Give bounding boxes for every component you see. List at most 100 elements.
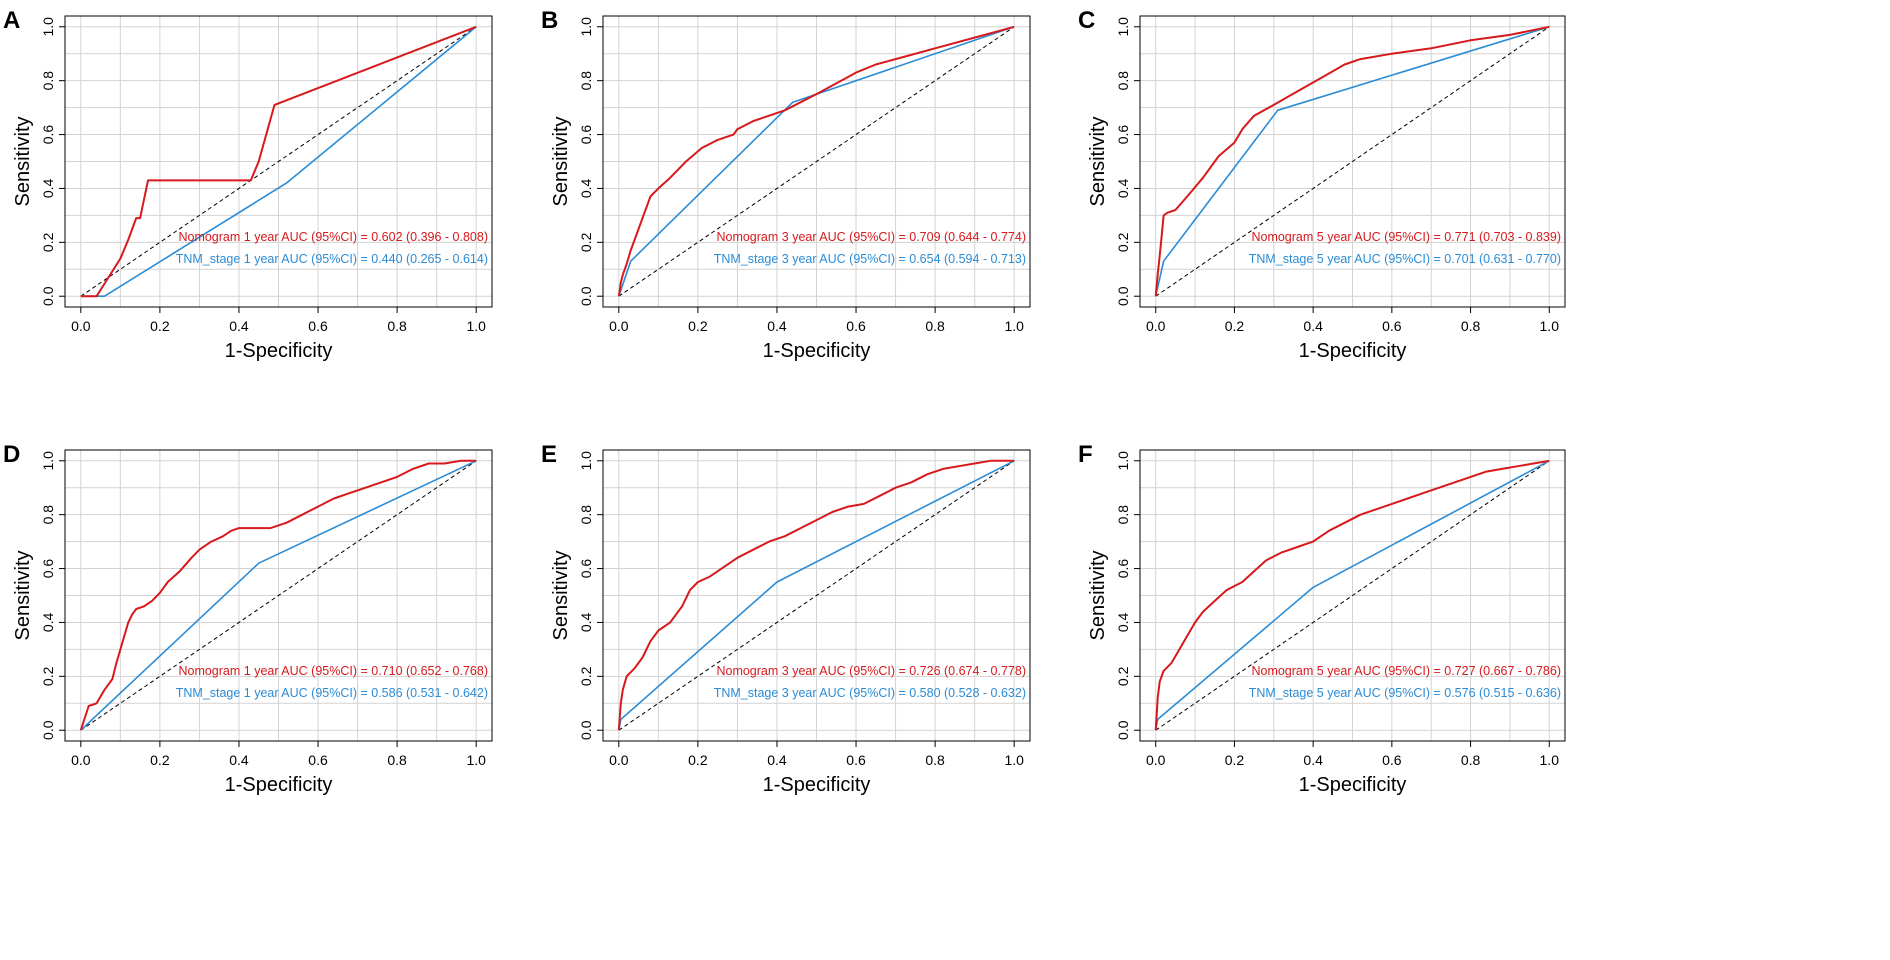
x-tick-label: 1.0: [466, 752, 486, 768]
y-tick-label: 1.0: [578, 451, 594, 471]
x-tick-label: 1.0: [1540, 752, 1560, 768]
x-tick-label: 1.0: [466, 318, 486, 334]
y-tick-label: 1.0: [1115, 451, 1131, 471]
x-tick-label: 0.2: [688, 752, 708, 768]
x-axis-label: 1-Specificity: [1299, 774, 1407, 796]
y-tick-label: 0.0: [1115, 720, 1131, 740]
x-tick-label: 0.2: [688, 318, 708, 334]
x-tick-label: 0.8: [925, 752, 945, 768]
x-tick-label: 0.0: [609, 752, 629, 768]
panel-a: 0.0 0.2 0.4 0.6 0.8 1.0 0.0 0.2 0.4 0.6 0.8 1.0 1-Sp…: [3, 7, 493, 362]
x-tick-label: 0.6: [846, 752, 866, 768]
y-axis-label: Sensitivity: [12, 116, 34, 206]
x-tick-label: 0.0: [1146, 752, 1166, 768]
y-tick-label: 1.0: [40, 17, 56, 37]
x-tick-label: 0.8: [387, 318, 407, 334]
x-axis-label: 1-Specificity: [763, 340, 871, 362]
y-tick-label: 0.4: [40, 613, 56, 633]
y-axis-label: Sensitivity: [1087, 116, 1109, 206]
nomogram-roc-curve: [80, 25, 477, 298]
y-tick-label: 0.8: [578, 71, 594, 91]
y-tick-label: 0.4: [1115, 613, 1131, 633]
y-tick-label: 0.6: [1115, 125, 1131, 145]
y-tick-label: 0.4: [578, 179, 594, 199]
y-tick-label: 0.6: [40, 559, 56, 579]
reference-diagonal: [618, 460, 1015, 731]
x-tick-label: 0.4: [767, 752, 787, 768]
x-tick-label: 0.6: [846, 318, 866, 334]
legend-entry: TNM_stage 3 year AUC (95%CI) = 0.654 (0.…: [714, 252, 1026, 266]
x-tick-label: 0.0: [71, 752, 91, 768]
panel-label: A: [3, 7, 20, 34]
nomogram-roc-curve: [1154, 459, 1550, 731]
plot-frame: [64, 449, 493, 742]
nomogram-roc-curve: [1154, 25, 1550, 297]
plot-frame: [1139, 15, 1566, 308]
y-tick-label: 0.6: [1115, 559, 1131, 579]
x-tick-label: 0.4: [1303, 318, 1323, 334]
x-tick-label: 0.2: [150, 752, 170, 768]
x-tick-label: 0.2: [1225, 318, 1245, 334]
plot-frame: [64, 15, 493, 308]
x-tick-label: 0.6: [1382, 318, 1402, 334]
y-tick-label: 0.0: [40, 720, 56, 740]
y-tick-label: 0.6: [578, 125, 594, 145]
panel-label: D: [3, 441, 20, 468]
legend-entry: TNM_stage 5 year AUC (95%CI) = 0.576 (0.…: [1249, 686, 1561, 700]
y-tick-label: 0.0: [578, 720, 594, 740]
x-tick-label: 0.2: [150, 318, 170, 334]
grid: [1140, 450, 1565, 741]
legend-entry: Nomogram 5 year AUC (95%CI) = 0.771 (0.7…: [1251, 230, 1561, 244]
reference-diagonal: [80, 460, 477, 731]
x-tick-label: 1.0: [1004, 318, 1024, 334]
x-axis-label: 1-Specificity: [225, 774, 333, 796]
y-tick-label: 0.2: [40, 666, 56, 686]
nomogram-roc-curve: [617, 25, 1015, 297]
tnm-stage-roc-curve: [618, 26, 1015, 297]
x-tick-label: 1.0: [1540, 318, 1560, 334]
nomogram-roc-curve: [79, 459, 477, 731]
panel-label: F: [1078, 441, 1093, 468]
x-tick-label: 0.8: [1461, 752, 1481, 768]
x-tick-label: 0.4: [229, 752, 249, 768]
reference-diagonal: [618, 26, 1015, 297]
y-axis-label: Sensitivity: [550, 550, 572, 640]
x-tick-label: 0.8: [387, 752, 407, 768]
legend-entry: Nomogram 3 year AUC (95%CI) = 0.709 (0.6…: [716, 230, 1026, 244]
y-tick-label: 0.0: [1115, 286, 1131, 306]
tnm-stage-roc-curve: [1154, 26, 1550, 297]
x-tick-label: 0.0: [609, 318, 629, 334]
grid: [65, 16, 492, 307]
y-tick-label: 1.0: [40, 451, 56, 471]
y-tick-label: 1.0: [1115, 17, 1131, 37]
panel-label: B: [541, 7, 558, 34]
y-tick-label: 0.2: [578, 666, 594, 686]
y-tick-label: 0.2: [578, 232, 594, 252]
panel-b: 0.0 0.2 0.4 0.6 0.8 1.0 0.0 0.2 0.4 0.6 0.8 1.0 1-Sp…: [541, 7, 1031, 362]
reference-diagonal: [1155, 460, 1550, 731]
y-tick-label: 0.0: [40, 286, 56, 306]
y-tick-label: 0.2: [1115, 232, 1131, 252]
x-tick-label: 0.6: [308, 752, 328, 768]
x-axis-label: 1-Specificity: [1299, 340, 1407, 362]
y-tick-label: 0.0: [578, 286, 594, 306]
grid: [603, 450, 1030, 741]
y-tick-label: 0.6: [578, 559, 594, 579]
x-tick-label: 0.8: [925, 318, 945, 334]
y-axis-label: Sensitivity: [550, 116, 572, 206]
y-tick-label: 0.6: [40, 125, 56, 145]
y-tick-label: 0.8: [1115, 71, 1131, 91]
y-axis-label: Sensitivity: [12, 550, 34, 640]
x-tick-label: 0.6: [1382, 752, 1402, 768]
reference-diagonal: [80, 26, 477, 297]
legend-entry: TNM_stage 3 year AUC (95%CI) = 0.580 (0.…: [714, 686, 1026, 700]
x-axis-label: 1-Specificity: [763, 774, 871, 796]
plot-frame: [602, 15, 1031, 308]
y-tick-label: 0.4: [578, 613, 594, 633]
x-tick-label: 0.0: [71, 318, 91, 334]
panel-f: 0.0 0.2 0.4 0.6 0.8 1.0 0.0 0.2 0.4 0.6 0.8 1.0 1-Sp…: [1078, 441, 1566, 796]
plot-frame: [1139, 449, 1566, 742]
y-tick-label: 0.8: [1115, 505, 1131, 525]
y-tick-label: 0.8: [40, 505, 56, 525]
